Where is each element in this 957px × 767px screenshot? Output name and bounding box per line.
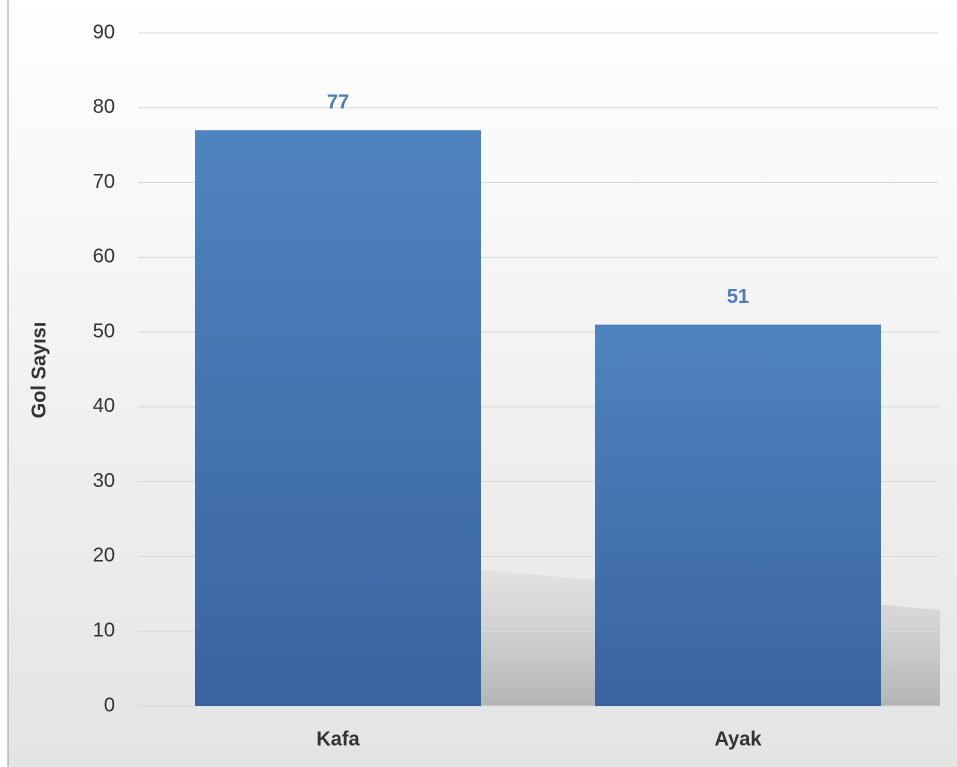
y-axis-label: Gol Sayısı [28, 322, 50, 419]
y-tick-label: 0 [104, 694, 115, 716]
y-tick-label: 70 [93, 171, 115, 193]
x-tick-label: Ayak [714, 728, 762, 750]
y-tick-label: 90 [93, 21, 115, 43]
bar [195, 130, 481, 706]
y-tick-label: 20 [93, 545, 115, 567]
data-label: 77 [327, 91, 349, 113]
y-tick-label: 40 [93, 395, 115, 417]
bar [595, 324, 881, 706]
y-tick-label: 80 [93, 96, 115, 118]
x-tick-label: Kafa [316, 728, 360, 750]
y-tick-label: 60 [93, 246, 115, 268]
y-tick-label: 50 [93, 320, 115, 342]
y-tick-label: 30 [93, 470, 115, 492]
y-tick-label: 10 [93, 620, 115, 642]
data-label: 51 [727, 286, 749, 308]
